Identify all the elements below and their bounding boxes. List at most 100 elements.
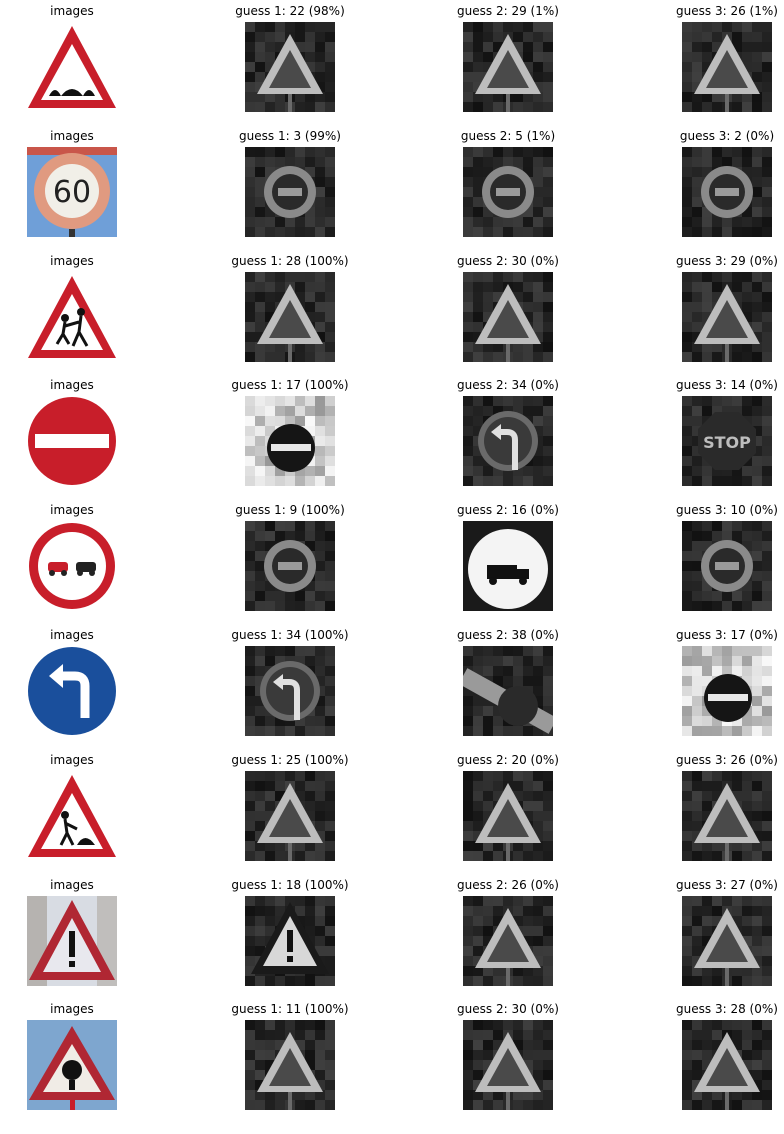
guess-title: guess 2: 5 (1%) xyxy=(460,129,556,143)
no-entry-sign-icon xyxy=(27,396,117,486)
input-image-title: images xyxy=(50,753,94,767)
grayscale-no-trucks-sign-icon xyxy=(463,521,553,611)
input-image-cell: images xyxy=(0,250,162,370)
grayscale-triangle-sign-icon xyxy=(682,22,772,112)
guess-title: guess 1: 28 (100%) xyxy=(231,254,349,268)
grayscale-caution-sign-icon xyxy=(245,896,335,986)
guess-cell: guess 3: 2 (0%) xyxy=(637,125,784,245)
guess-cell: guess 1: 11 (100%) xyxy=(200,998,380,1118)
grayscale-turn-left-sign-icon xyxy=(463,396,553,486)
guess-cell: guess 1: 28 (100%) xyxy=(200,250,380,370)
grayscale-round-sign-icon xyxy=(245,147,335,237)
guess-cell: guess 1: 22 (98%) xyxy=(200,0,380,120)
grayscale-triangle-sign-icon xyxy=(245,272,335,362)
bumpy-road-warning-sign-icon xyxy=(27,22,117,112)
grayscale-triangle-sign-icon xyxy=(682,896,772,986)
input-image-title: images xyxy=(50,1002,94,1016)
input-image-cell: images xyxy=(0,874,162,994)
grayscale-triangle-sign-icon xyxy=(245,22,335,112)
guess-cell: guess 2: 20 (0%) xyxy=(418,749,598,869)
guess-title: guess 1: 3 (99%) xyxy=(239,129,341,143)
guess-cell: guess 3: 17 (0%) xyxy=(637,624,784,744)
grayscale-triangle-sign-icon xyxy=(463,771,553,861)
grayscale-no-entry-sign-icon xyxy=(682,646,772,736)
no-passing-sign-icon xyxy=(27,521,117,611)
guess-title: guess 3: 10 (0%) xyxy=(676,503,778,517)
guess-title: guess 2: 30 (0%) xyxy=(457,254,559,268)
input-image-cell: images xyxy=(0,499,162,619)
grayscale-no-entry-sign-icon xyxy=(245,396,335,486)
guess-title: guess 1: 18 (100%) xyxy=(231,878,349,892)
input-image-title: images xyxy=(50,254,94,268)
input-image-cell: images xyxy=(0,624,162,744)
right-of-way-warning-sign-icon xyxy=(27,1020,117,1110)
guess-title: guess 2: 16 (0%) xyxy=(457,503,559,517)
sign-text: 60 xyxy=(53,175,91,210)
guess-cell: guess 1: 9 (100%) xyxy=(200,499,380,619)
guess-cell: guess 2: 34 (0%) xyxy=(418,374,598,494)
guess-cell: guess 1: 34 (100%) xyxy=(200,624,380,744)
guess-title: guess 3: 26 (0%) xyxy=(676,753,778,767)
guess-title: guess 1: 22 (98%) xyxy=(235,4,345,18)
guess-cell: guess 2: 26 (0%) xyxy=(418,874,598,994)
guess-title: guess 2: 30 (0%) xyxy=(457,1002,559,1016)
guess-title: guess 1: 17 (100%) xyxy=(231,378,349,392)
grayscale-triangle-sign-icon xyxy=(463,1020,553,1110)
guess-cell: guess 3: 10 (0%) xyxy=(637,499,784,619)
guess-cell: guess 1: 18 (100%) xyxy=(200,874,380,994)
guess-title: guess 3: 28 (0%) xyxy=(676,1002,778,1016)
grayscale-triangle-sign-icon xyxy=(245,1020,335,1110)
input-image-title: images xyxy=(50,878,94,892)
guess-cell: guess 3: 14 (0%) STOP xyxy=(637,374,784,494)
input-image-cell: images xyxy=(0,998,162,1118)
grayscale-round-sign-icon xyxy=(463,147,553,237)
grayscale-stop-sign-icon: STOP xyxy=(682,396,772,486)
input-image-title: images xyxy=(50,129,94,143)
guess-cell: guess 1: 25 (100%) xyxy=(200,749,380,869)
guess-cell: guess 3: 27 (0%) xyxy=(637,874,784,994)
guess-title: guess 2: 26 (0%) xyxy=(457,878,559,892)
guess-cell: guess 1: 3 (99%) xyxy=(200,125,380,245)
guess-title: guess 2: 38 (0%) xyxy=(457,628,559,642)
road-work-warning-sign-icon xyxy=(27,771,117,861)
guess-title: guess 2: 29 (1%) xyxy=(457,4,559,18)
guess-cell: guess 1: 17 (100%) xyxy=(200,374,380,494)
guess-title: guess 3: 2 (0%) xyxy=(679,129,775,143)
turn-left-ahead-sign-icon xyxy=(27,646,117,736)
guess-cell: guess 3: 26 (1%) xyxy=(637,0,784,120)
guess-cell: guess 3: 29 (0%) xyxy=(637,250,784,370)
guess-title: guess 2: 34 (0%) xyxy=(457,378,559,392)
sign-text: STOP xyxy=(703,433,751,452)
grayscale-triangle-sign-icon xyxy=(463,22,553,112)
guess-cell: guess 2: 29 (1%) xyxy=(418,0,598,120)
grayscale-triangle-sign-icon xyxy=(682,1020,772,1110)
guess-cell: guess 2: 38 (0%) xyxy=(418,624,598,744)
guess-title: guess 2: 20 (0%) xyxy=(457,753,559,767)
input-image-cell: images xyxy=(0,749,162,869)
grayscale-round-sign-icon xyxy=(682,521,772,611)
grayscale-triangle-sign-icon xyxy=(682,771,772,861)
guess-title: guess 1: 11 (100%) xyxy=(231,1002,349,1016)
input-image-title: images xyxy=(50,4,94,18)
guess-cell: guess 2: 30 (0%) xyxy=(418,998,598,1118)
children-crossing-warning-sign-icon xyxy=(27,272,117,362)
general-caution-sign-icon xyxy=(27,896,117,986)
grayscale-round-sign-icon xyxy=(682,147,772,237)
guess-title: guess 3: 29 (0%) xyxy=(676,254,778,268)
input-image-title: images xyxy=(50,503,94,517)
input-image-cell: images 60 xyxy=(0,125,162,245)
input-image-cell: images xyxy=(0,0,162,120)
guess-title: guess 1: 25 (100%) xyxy=(231,753,349,767)
grayscale-triangle-sign-icon xyxy=(682,272,772,362)
guess-title: guess 1: 9 (100%) xyxy=(235,503,345,517)
guess-cell: guess 3: 26 (0%) xyxy=(637,749,784,869)
guess-cell: guess 2: 30 (0%) xyxy=(418,250,598,370)
input-image-title: images xyxy=(50,628,94,642)
guess-cell: guess 2: 5 (1%) xyxy=(418,125,598,245)
grayscale-turn-left-sign-icon xyxy=(245,646,335,736)
guess-title: guess 3: 26 (1%) xyxy=(676,4,778,18)
grayscale-keep-right-sign-icon xyxy=(463,646,553,736)
speed-limit-60-sign-icon: 60 xyxy=(27,147,117,237)
grayscale-round-sign-icon xyxy=(245,521,335,611)
